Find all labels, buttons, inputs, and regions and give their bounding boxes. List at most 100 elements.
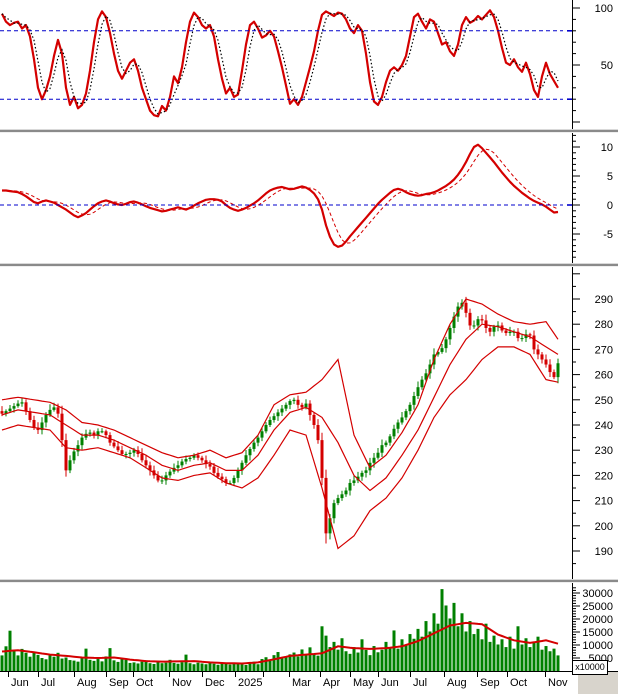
volume-bar [364, 649, 368, 671]
price-plot[interactable]: 290 280 270 260 250 240 230 220 210 200 190 [0, 267, 618, 579]
volume-bar [268, 660, 272, 671]
volume-bar [356, 652, 360, 671]
candle-up [184, 459, 188, 462]
volume-bar [236, 662, 240, 671]
x-axis-month-label: Jul [41, 677, 56, 689]
candle-up [260, 431, 264, 438]
y-tick-label: 5 [607, 171, 613, 183]
volume-bar [348, 653, 352, 671]
candle-up [132, 450, 136, 453]
volume-bar [40, 658, 44, 671]
volume-bar [16, 655, 20, 671]
candle-up [344, 490, 348, 495]
volume-bar [476, 628, 480, 671]
candle-up [228, 482, 232, 484]
volume-bar [60, 658, 64, 671]
candle-up [80, 437, 84, 446]
volume-bar [276, 652, 280, 671]
candle-down [156, 475, 160, 481]
panel-divider [0, 579, 618, 583]
candle-up [12, 406, 16, 409]
volume-bar [416, 628, 420, 671]
volume-bar [380, 649, 384, 671]
volume-bar [444, 605, 448, 671]
candle-up [44, 414, 48, 423]
x-axis-month-label: Nov [548, 677, 568, 689]
volume-bar [408, 634, 412, 671]
volume-bar [324, 635, 328, 671]
volume-bar [336, 649, 340, 671]
candle-up [524, 334, 528, 339]
volume-bar [288, 654, 292, 671]
y-tick-label: 15000 [582, 627, 613, 639]
volume-bar [220, 662, 224, 671]
stochastic-plot[interactable]: 100 50 [0, 0, 618, 129]
momentum-panel[interactable]: 10 5 0 -5 [0, 133, 618, 263]
y-tick-label: 270 [595, 344, 613, 356]
volume-bar [328, 647, 332, 671]
x-axis-month-label: Jun [11, 677, 29, 689]
volume-bar [420, 636, 424, 671]
volume-bar [108, 648, 112, 671]
x-axis-tick [74, 672, 75, 677]
bollinger-lower-band [1, 346, 559, 550]
x-axis-month-label: Oct [136, 677, 154, 689]
volume-panel[interactable]: 30000 25000 20000 15000 10000 5000 [0, 583, 618, 671]
volume-bar [436, 623, 440, 671]
candle-up [272, 416, 276, 420]
volume-bar [116, 661, 120, 671]
bollinger-upper-band [1, 298, 559, 469]
price-panel[interactable]: 290 280 270 260 250 240 230 220 210 200 190 [0, 267, 618, 579]
stochastic-panel[interactable]: 100 50 [0, 0, 618, 129]
x-axis-tick [444, 672, 445, 677]
candle-down [140, 453, 144, 461]
x-axis-tick [410, 672, 411, 677]
volume-bar [468, 621, 472, 671]
momentum-plot[interactable]: 10 5 0 -5 [0, 133, 618, 263]
candle-up [436, 351, 440, 355]
candle-up [188, 457, 192, 460]
candle-up [380, 445, 384, 453]
volume-bar [296, 656, 300, 671]
candle-up [348, 482, 352, 491]
volume-bar [484, 623, 488, 671]
candle-up [384, 442, 388, 446]
candle-up [96, 431, 100, 436]
volume-bar [156, 661, 160, 671]
y-tick-label: 250 [595, 395, 613, 407]
candle-down [552, 372, 556, 378]
x-axis-month-label: May [353, 677, 374, 689]
volume-bar [132, 662, 136, 671]
volume-bar [120, 658, 124, 671]
volume-bar [100, 661, 104, 671]
candle-up [520, 338, 524, 340]
volume-bar [68, 660, 72, 671]
x-axis-tick [350, 672, 351, 677]
volume-bar [460, 613, 464, 671]
candle-up [352, 480, 356, 483]
candle-up [404, 411, 408, 418]
volume-bar [536, 636, 540, 671]
volume-bar [300, 649, 304, 671]
candle-up [76, 445, 80, 452]
volume-bar [248, 663, 252, 671]
volume-bar [36, 654, 40, 671]
candle-up [476, 319, 480, 326]
volume-bar [272, 655, 276, 671]
volume-bar [308, 647, 312, 671]
volume-bar [492, 635, 496, 671]
volume-bar [88, 659, 92, 671]
candle-down [28, 411, 32, 420]
volume-bar [320, 626, 324, 671]
candle-up [232, 477, 236, 483]
candle-up [124, 453, 128, 455]
candle-up [452, 316, 456, 328]
panel-divider [0, 263, 618, 267]
stochastic-line [1, 9, 559, 118]
volume-bar [464, 631, 468, 671]
panel-divider [0, 129, 618, 133]
candle-up [48, 409, 52, 415]
y-tick-label: 280 [595, 319, 613, 331]
